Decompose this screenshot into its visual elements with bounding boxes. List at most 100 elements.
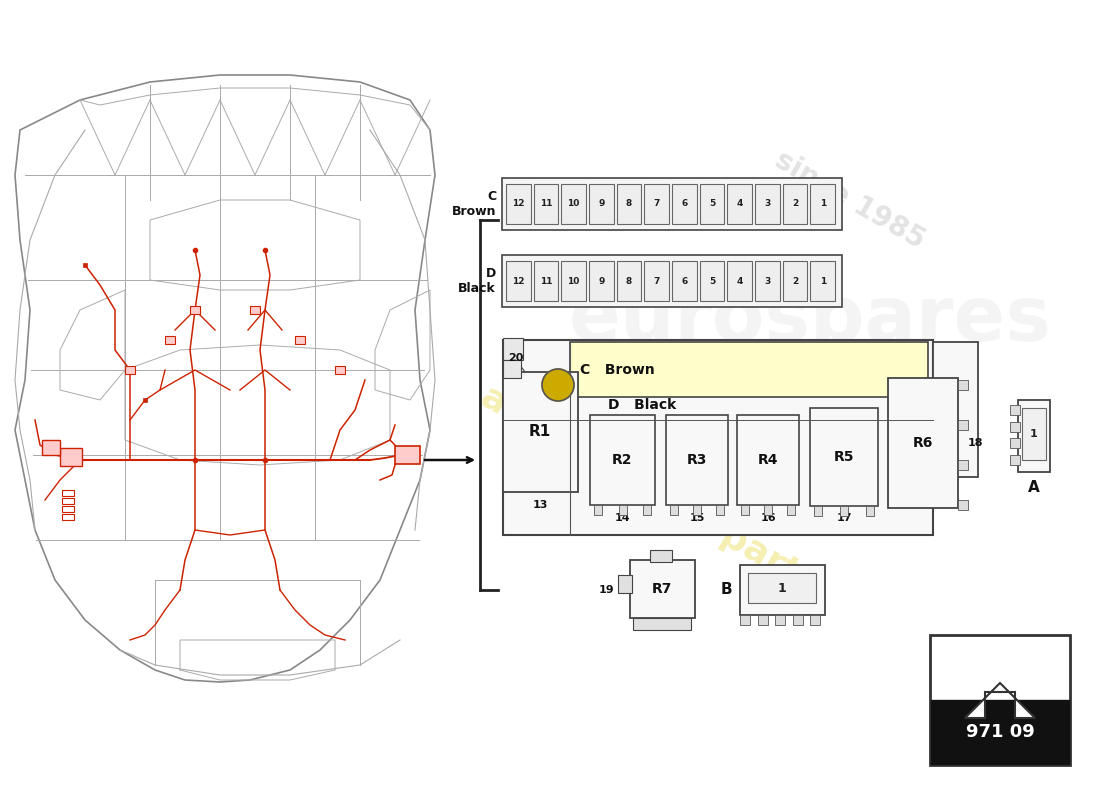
Bar bbox=[1022, 408, 1046, 460]
Text: 8: 8 bbox=[626, 199, 632, 209]
Text: 1: 1 bbox=[820, 199, 826, 209]
Text: 7: 7 bbox=[653, 199, 660, 209]
Bar bbox=[888, 378, 958, 508]
Bar bbox=[250, 306, 260, 314]
Text: B: B bbox=[720, 582, 732, 598]
Bar bbox=[42, 440, 60, 455]
Bar bbox=[1010, 422, 1020, 432]
Bar bbox=[1018, 400, 1050, 472]
Text: 8: 8 bbox=[626, 277, 632, 286]
Text: 19: 19 bbox=[598, 585, 614, 595]
Text: 9: 9 bbox=[598, 277, 605, 286]
Text: since 1985: since 1985 bbox=[770, 146, 930, 254]
Bar bbox=[295, 336, 305, 344]
Text: 17: 17 bbox=[836, 513, 851, 523]
Bar bbox=[590, 415, 654, 505]
Bar bbox=[503, 340, 933, 535]
Bar bbox=[737, 415, 799, 505]
Bar bbox=[666, 415, 728, 505]
Text: 2: 2 bbox=[792, 199, 799, 209]
Bar bbox=[588, 184, 614, 224]
Text: 20: 20 bbox=[508, 353, 524, 363]
Text: 16: 16 bbox=[760, 513, 775, 523]
Text: 971 09: 971 09 bbox=[966, 723, 1034, 741]
Bar bbox=[755, 184, 780, 224]
Bar bbox=[62, 506, 74, 512]
Bar bbox=[958, 420, 968, 430]
Bar bbox=[866, 506, 874, 516]
Text: 2: 2 bbox=[792, 277, 799, 286]
Text: 3: 3 bbox=[764, 277, 770, 286]
Bar bbox=[503, 360, 521, 378]
Bar bbox=[125, 366, 135, 374]
Text: D
Black: D Black bbox=[459, 267, 496, 295]
Bar bbox=[786, 505, 795, 515]
Text: 11: 11 bbox=[540, 199, 552, 209]
Text: A: A bbox=[1028, 481, 1040, 495]
Bar bbox=[506, 184, 530, 224]
Bar bbox=[700, 261, 724, 301]
Bar bbox=[534, 184, 559, 224]
Text: 6: 6 bbox=[681, 277, 688, 286]
Bar bbox=[740, 615, 750, 625]
Bar bbox=[62, 514, 74, 520]
Bar bbox=[588, 261, 614, 301]
Bar bbox=[570, 342, 928, 397]
Bar bbox=[758, 615, 768, 625]
Bar bbox=[741, 505, 749, 515]
Bar bbox=[62, 498, 74, 504]
Bar bbox=[811, 261, 835, 301]
Circle shape bbox=[542, 369, 574, 401]
FancyArrow shape bbox=[965, 683, 1035, 718]
Bar bbox=[503, 338, 522, 360]
Text: 9: 9 bbox=[598, 199, 605, 209]
Text: 10: 10 bbox=[568, 277, 580, 286]
Bar bbox=[644, 505, 651, 515]
Bar bbox=[776, 615, 785, 625]
Text: 3: 3 bbox=[764, 199, 770, 209]
Text: 1: 1 bbox=[1030, 429, 1038, 439]
Bar bbox=[503, 372, 578, 492]
Bar bbox=[534, 261, 559, 301]
Bar bbox=[190, 306, 200, 314]
Text: R3: R3 bbox=[686, 453, 707, 467]
Bar bbox=[506, 261, 530, 301]
Text: 1: 1 bbox=[820, 277, 826, 286]
Text: a passion for parts: a passion for parts bbox=[475, 379, 825, 601]
Bar bbox=[618, 575, 632, 593]
Text: 14: 14 bbox=[614, 513, 630, 523]
Text: R2: R2 bbox=[612, 453, 632, 467]
Bar bbox=[617, 184, 641, 224]
Text: 15: 15 bbox=[690, 513, 705, 523]
Bar bbox=[727, 261, 752, 301]
Bar bbox=[617, 261, 641, 301]
Bar bbox=[165, 336, 175, 344]
Bar bbox=[645, 261, 669, 301]
Bar bbox=[693, 505, 701, 515]
Bar bbox=[1010, 405, 1020, 415]
Text: R5: R5 bbox=[834, 450, 855, 464]
Text: 7: 7 bbox=[653, 277, 660, 286]
Text: 4: 4 bbox=[737, 199, 742, 209]
Text: 5: 5 bbox=[708, 199, 715, 209]
Bar bbox=[840, 506, 848, 516]
Bar bbox=[672, 184, 696, 224]
Text: 12: 12 bbox=[513, 199, 525, 209]
Bar bbox=[811, 184, 835, 224]
Text: D   Black: D Black bbox=[608, 398, 676, 412]
Text: C   Brown: C Brown bbox=[580, 363, 654, 377]
Bar bbox=[561, 261, 586, 301]
Bar bbox=[630, 560, 695, 618]
Text: 11: 11 bbox=[540, 277, 552, 286]
Bar bbox=[502, 255, 842, 307]
Text: 18: 18 bbox=[968, 438, 983, 448]
Text: 10: 10 bbox=[568, 199, 580, 209]
Text: 12: 12 bbox=[513, 277, 525, 286]
Text: 13: 13 bbox=[532, 500, 548, 510]
Text: 6: 6 bbox=[681, 199, 688, 209]
Text: eurospares: eurospares bbox=[569, 283, 1052, 357]
Bar bbox=[931, 700, 1069, 764]
Bar bbox=[60, 448, 82, 466]
Bar bbox=[740, 565, 825, 615]
Bar bbox=[670, 505, 678, 515]
